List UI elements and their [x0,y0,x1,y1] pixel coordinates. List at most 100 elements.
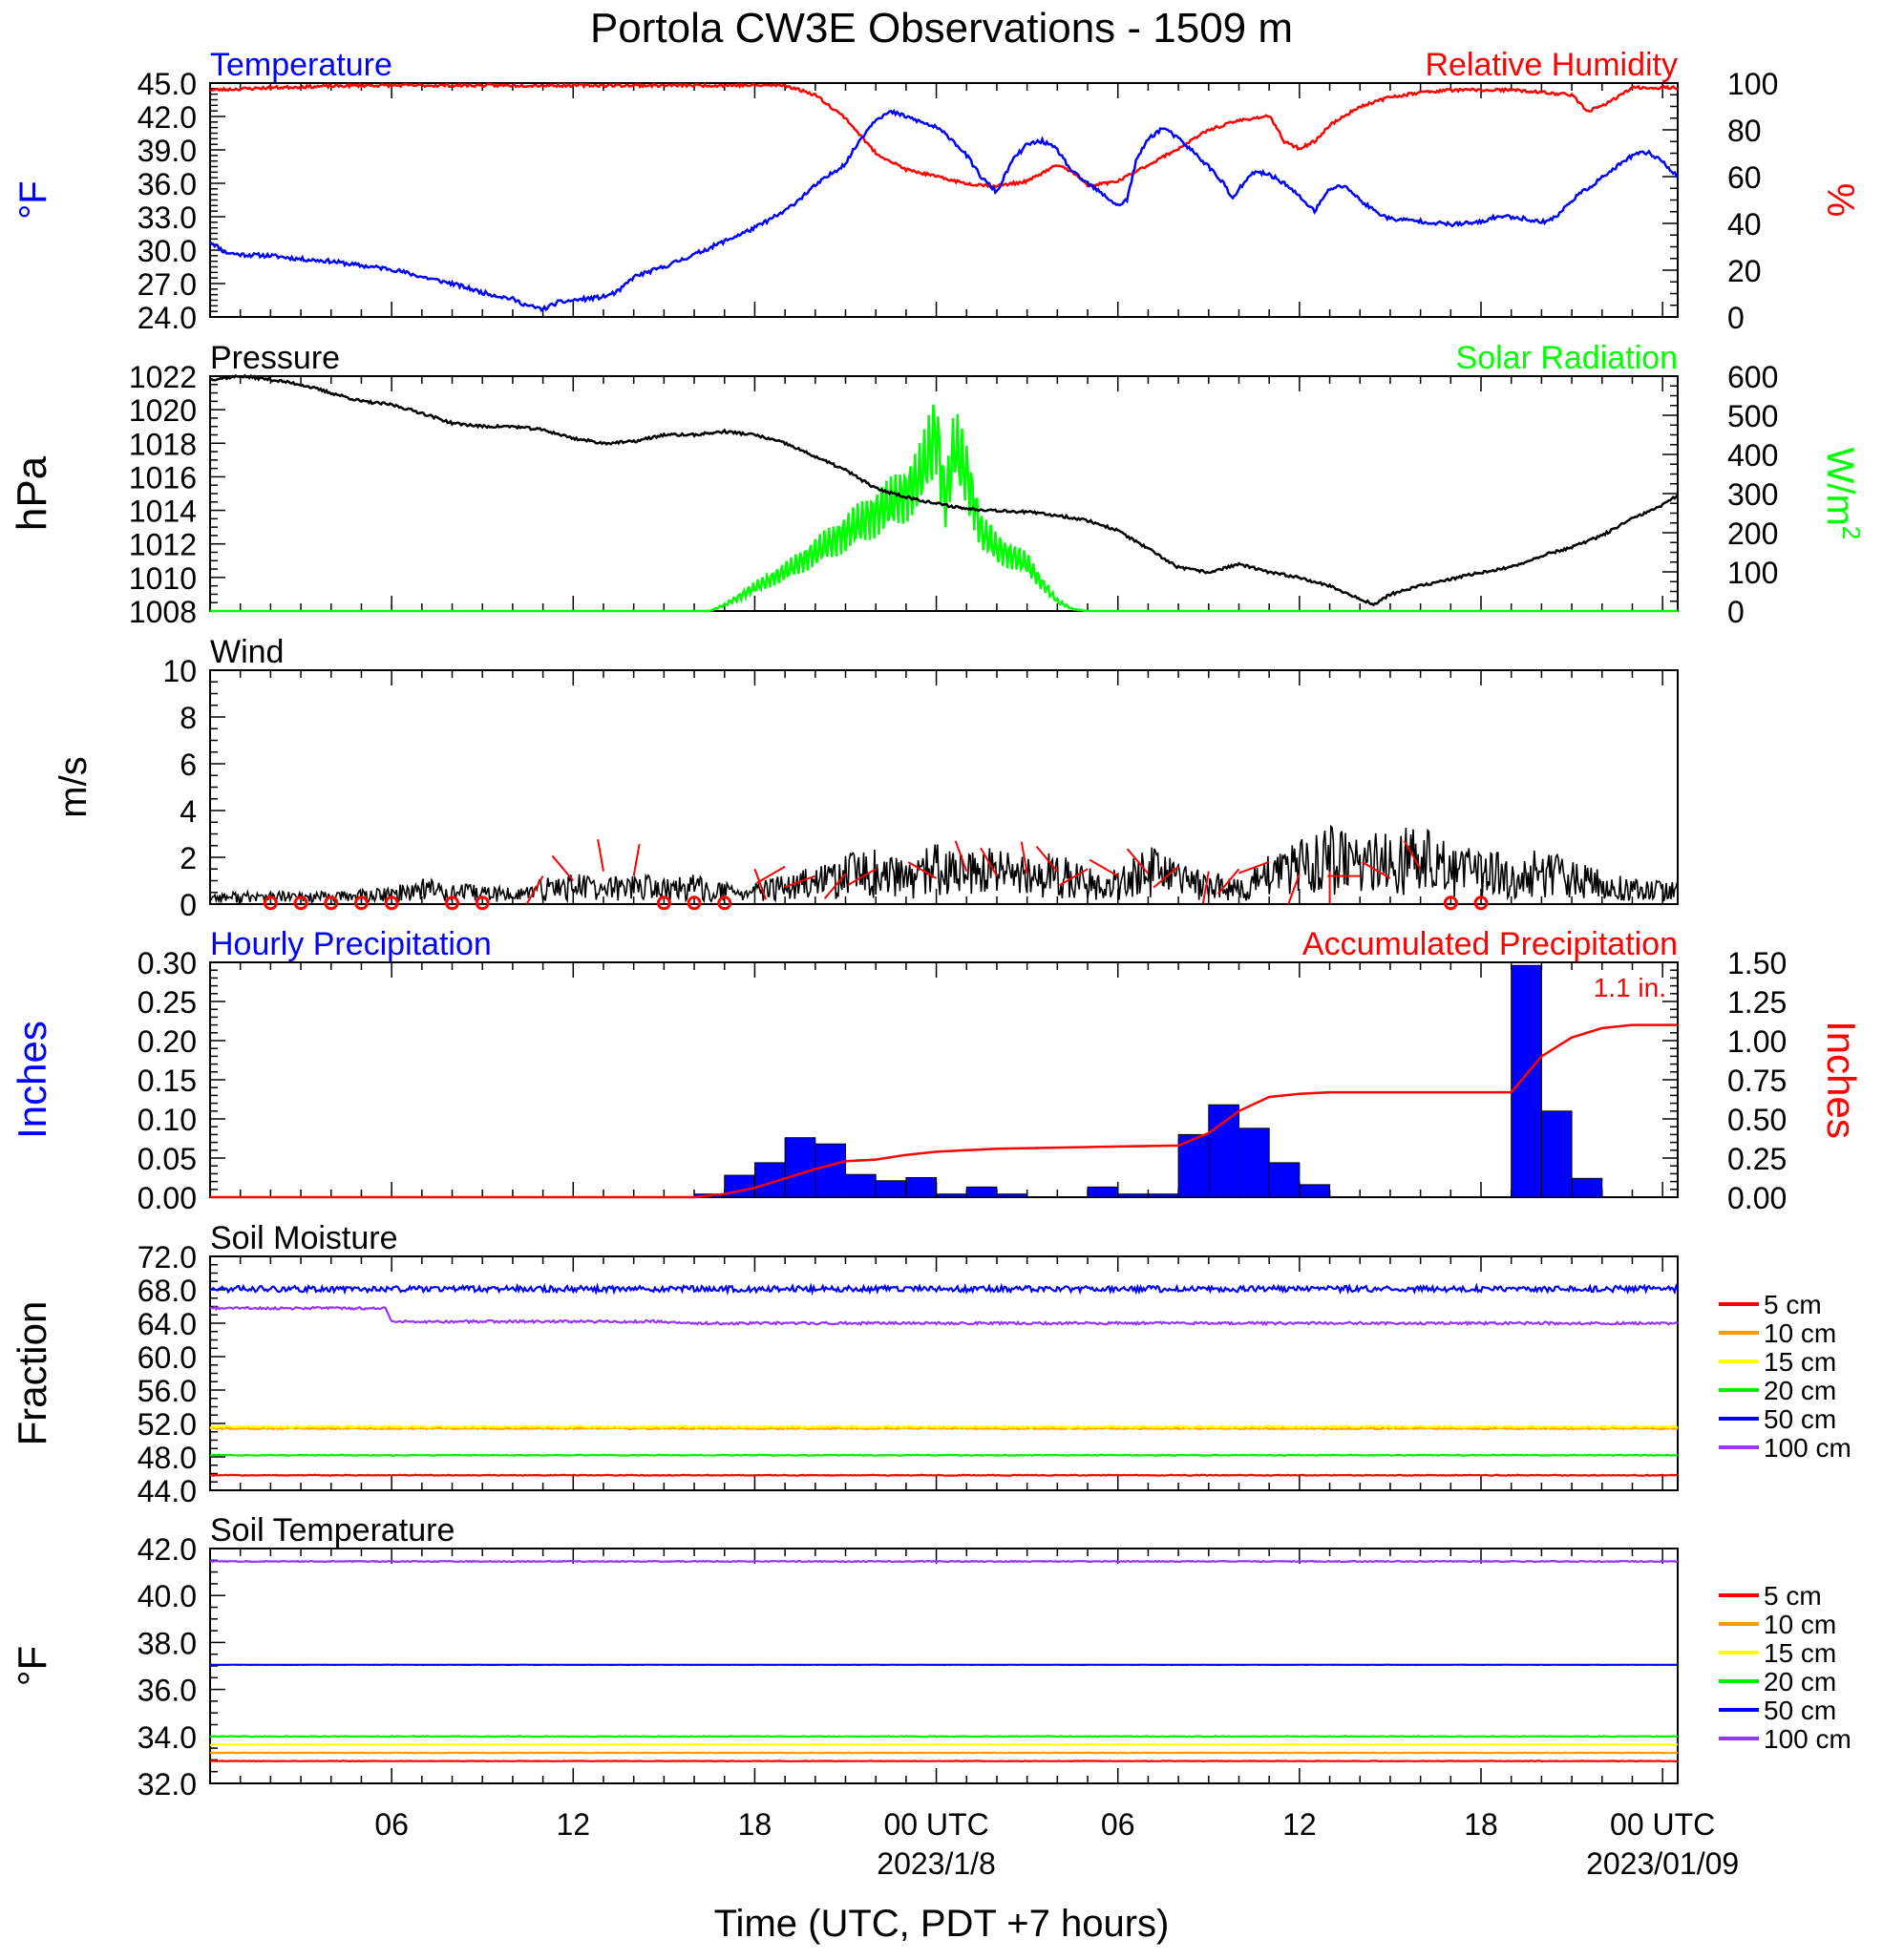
hourly-precip-bar [905,1177,938,1198]
accum-precip-right-tick-label: 0.25 [1727,1142,1787,1176]
hourly-precip-left-tick-label: 0.10 [138,1103,197,1137]
hourly-precip-bar [1087,1186,1119,1198]
pressure-left-tick-label: 1008 [129,595,197,629]
soil-moisture-legend-label: 15 cm [1764,1347,1836,1377]
wind-barb [1201,871,1210,904]
x-tick-label: 00 UTC [883,1807,988,1842]
hourly-precip-bar [815,1143,847,1198]
pressure-title: Pressure [210,340,340,376]
solar-right-tick-label: 500 [1727,399,1778,433]
wind-left-tick-label: 10 [162,654,197,688]
hourly-precip-left-tick-label: 0.15 [138,1064,197,1098]
humidity-line [209,81,1679,189]
wind-barb-calm [656,896,671,911]
wind-barb-calm [445,896,460,911]
solar-right-tick-label: 0 [1727,595,1745,629]
wind-barb-calm [353,896,369,911]
x-date-label: 2023/01/09 [1586,1846,1739,1881]
soil-moisture-line-20cm [209,1453,1679,1457]
wind-barb [823,873,847,899]
soil-temperature-left-tick-label: 36.0 [138,1674,197,1708]
wind-barb-calm [324,896,339,911]
solar-title: Solar Radiation [1456,340,1678,376]
wind-barb [1089,858,1119,877]
temperature-left-tick-label: 39.0 [138,134,197,168]
pressure-axis-label: hPa [9,455,55,531]
humidity-title: Relative Humidity [1425,47,1678,83]
accum-precip-right-tick-label: 1.50 [1727,946,1787,980]
solar-right-tick-label: 100 [1727,556,1778,590]
wind-barb [551,854,575,882]
wind-barb [1361,861,1391,879]
wind-barb [954,840,968,873]
soil-moisture-left-tick-label: 60.0 [138,1340,197,1375]
wind-barb-calm [384,896,399,911]
soil-moisture-left-tick-label: 44.0 [138,1474,197,1508]
temperature-humidity-panel: 45.042.039.036.033.030.027.024.0 100 80 60 4… [138,67,1779,335]
x-axis-title: Time (UTC, PDT +7 hours) [714,1903,1170,1945]
soil-moisture-line-50cm [209,1282,1680,1296]
wind-barb [847,868,877,887]
wind-barb [1059,868,1089,887]
soil-moisture-panel: 72.068.064.060.056.052.048.044.0 [138,1240,1680,1508]
soil-temperature-left-tick-label: 34.0 [138,1720,197,1755]
soil-temperature-legend-label: 20 cm [1764,1667,1836,1697]
soil-moisture-line-10cm [209,1426,1679,1431]
soil-moisture-line-5cm [209,1473,1679,1477]
wind-left-tick-label: 2 [180,841,197,875]
soil-temperature-left-tick-label: 40.0 [138,1579,197,1613]
pressure-left-tick-label: 1014 [129,495,197,529]
pressure-left-tick-label: 1020 [129,393,197,428]
pressure-left-tick-label: 1022 [129,360,197,394]
wind-panel: 10 8 6 4 2 0 [162,654,1679,922]
wind-barb [632,843,641,876]
x-tick-label: 12 [556,1807,590,1842]
hourly-precip-bar [1177,1133,1210,1198]
hourly-precip-bar [1117,1193,1149,1198]
temperature-left-tick-label: 30.0 [138,234,197,268]
soil-moisture-title: Soil Moisture [210,1220,398,1256]
wind-left-tick-label: 0 [180,888,197,922]
soil-moisture-left-tick-label: 68.0 [138,1274,197,1308]
pressure-line [209,373,1679,607]
soil-moisture-legend-label: 10 cm [1764,1318,1836,1348]
solar-radiation-line [210,404,1678,613]
solar-right-tick-label: 200 [1727,516,1778,551]
soil-temperature-line-20cm [209,1735,1679,1739]
humidity-axis-label: % [1819,183,1861,218]
solar-axis-label-exponent: 2 [1837,526,1866,539]
hourly-precip-left-tick-label: 0.30 [138,946,197,980]
pressure-left-tick-label: 1018 [129,427,197,461]
wind-barb [1126,848,1150,875]
wind-barb [1238,860,1270,875]
hourly-precip-title: Hourly Precipitation [210,926,492,962]
wind-barb [907,861,938,879]
accum-precip-right-tick-label: 0.00 [1727,1181,1787,1215]
soil-moisture-legend-label: 100 cm [1764,1433,1851,1463]
wind-left-tick-label: 8 [180,701,197,735]
soil-moisture-legend-label: 20 cm [1764,1376,1836,1405]
soil-temperature-left-tick-label: 32.0 [138,1767,197,1802]
soil-temperature-legend-label: 100 cm [1764,1724,1851,1754]
soil-moisture-left-tick-label: 64.0 [138,1307,197,1341]
hourly-precip-bar [875,1180,907,1198]
hourly-precip-bar [996,1193,1028,1198]
soil-temperature-line-10cm [209,1751,1679,1755]
soil-temperature-left-tick-label: 42.0 [138,1532,197,1567]
wind-barb-calm [263,896,278,911]
soil-temperature-line-15cm [209,1742,1678,1747]
temperature-line [209,108,1680,312]
soil-moisture-line-100cm [209,1305,1679,1327]
hourly-precip-bar [936,1193,967,1198]
hourly-precip-bar [845,1173,877,1198]
hourly-precip-bar [784,1137,816,1198]
accum-precip-right-tick-label: 1.25 [1727,985,1787,1020]
hourly-precip-bar [1208,1104,1239,1198]
soil-temperature-left-tick-label: 38.0 [138,1626,197,1660]
soil-temperature-legend-label: 5 cm [1764,1581,1822,1611]
hourly-precip-bar [965,1186,998,1198]
x-tick-label: 06 [1101,1807,1135,1842]
humidity-right-tick-label: 40 [1727,207,1762,242]
wind-barb-calm [687,896,702,911]
